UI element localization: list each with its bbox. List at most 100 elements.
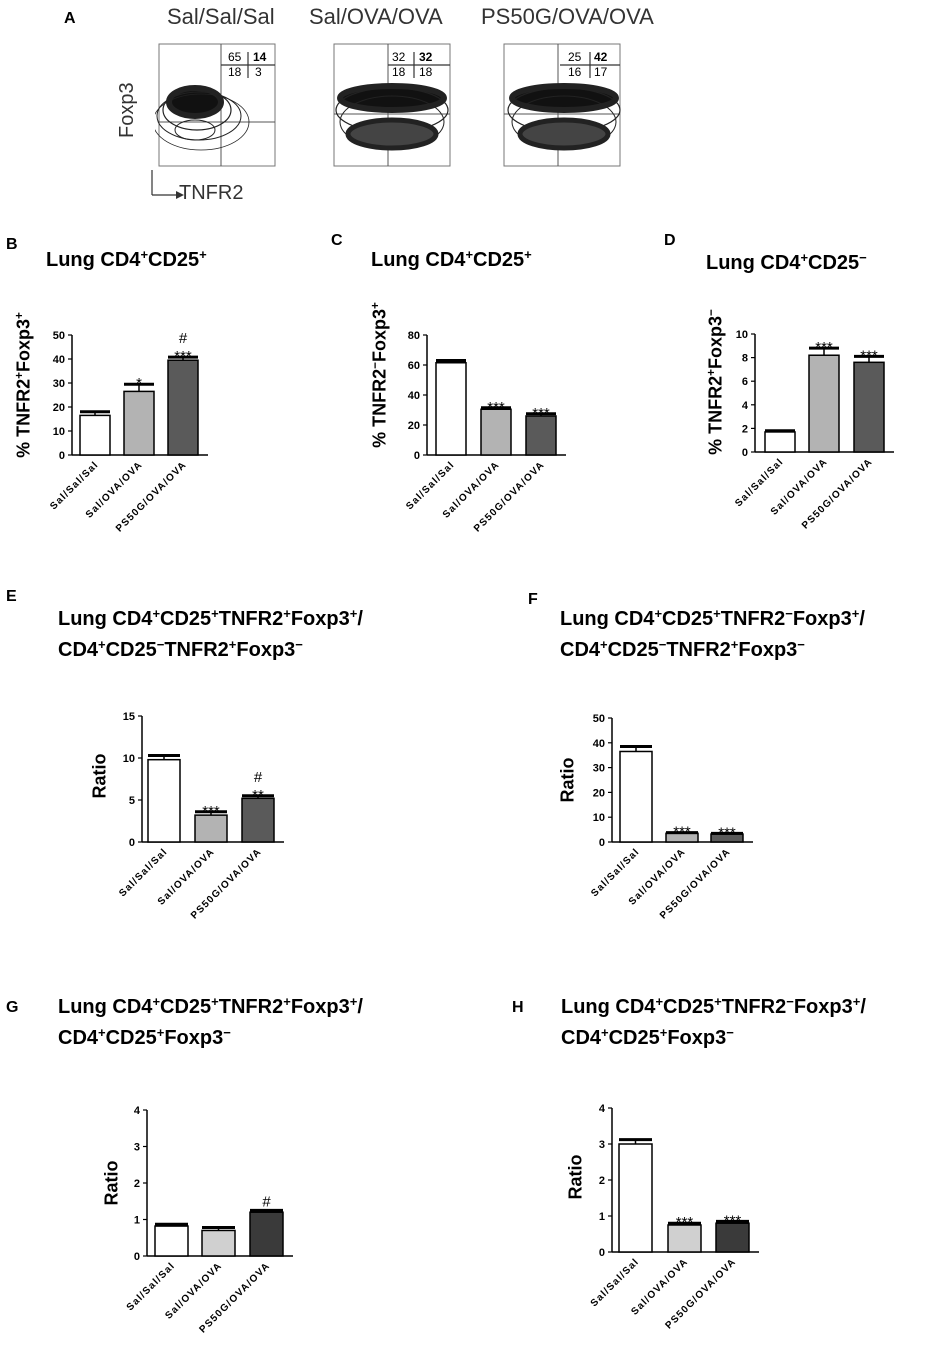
bar-d-1 bbox=[764, 431, 796, 453]
bar-e-1 bbox=[147, 758, 181, 843]
error-bar-e-3 bbox=[242, 794, 274, 799]
bar-e-2 bbox=[194, 814, 228, 843]
category-label-d-3: PS50G/OVA/OVA bbox=[800, 456, 875, 531]
y-tick-label-d-2: 4 bbox=[742, 400, 749, 412]
flow-contour-1 bbox=[155, 85, 250, 151]
chart-title-h-line-1: Lung CD4+CD25+TNFR2−Foxp3+/ bbox=[561, 993, 866, 1018]
category-label-g-1: Sal/Sal/Sal bbox=[125, 1260, 178, 1313]
error-bar-f-2 bbox=[666, 831, 698, 835]
category-label-h-3: PS50G/OVA/OVA bbox=[663, 1256, 738, 1331]
annotation-d-3-1: *** bbox=[860, 347, 878, 364]
error-bar-e-1 bbox=[148, 753, 180, 760]
y-tick-label-b-0: 0 bbox=[59, 450, 65, 462]
y-tick-label-e-3: 15 bbox=[123, 711, 135, 723]
flow-header-1: Sal/Sal/Sal bbox=[167, 4, 275, 29]
y-tick-label-f-4: 40 bbox=[593, 738, 605, 750]
flow-q1-bl: 18 bbox=[228, 65, 242, 79]
bar-b-3 bbox=[167, 359, 199, 456]
bar-c-2 bbox=[480, 408, 512, 456]
flow-q3-br: 17 bbox=[594, 65, 608, 79]
y-tick-label-f-0: 0 bbox=[599, 837, 605, 849]
bar-h-3 bbox=[715, 1222, 750, 1253]
y-tick-label-f-5: 50 bbox=[593, 713, 605, 725]
flow-plot-3: 25 42 16 17 bbox=[503, 43, 621, 167]
flow-q1-br: 3 bbox=[255, 65, 262, 79]
category-label-g-3: PS50G/OVA/OVA bbox=[197, 1260, 272, 1335]
category-label-d-2: Sal/OVA/OVA bbox=[769, 456, 830, 517]
flow-plot-1: 65 14 18 3 bbox=[155, 43, 276, 167]
flow-header-2: Sal/OVA/OVA bbox=[309, 4, 443, 29]
annotation-c-2-1: *** bbox=[487, 399, 505, 416]
flow-y-axis-label: Foxp3 bbox=[116, 82, 138, 138]
category-label-d-1: Sal/Sal/Sal bbox=[733, 456, 786, 509]
error-bar-d-3 bbox=[854, 354, 884, 363]
y-tick-label-b-5: 50 bbox=[53, 330, 65, 342]
y-tick-label-g-2: 2 bbox=[134, 1178, 140, 1190]
panel-label-c: C bbox=[331, 232, 343, 249]
y-tick-label-h-3: 3 bbox=[599, 1139, 605, 1151]
error-bar-c-1 bbox=[436, 359, 466, 363]
y-tick-label-d-5: 10 bbox=[736, 329, 748, 341]
y-tick-label-g-4: 4 bbox=[134, 1105, 141, 1117]
bar-h-2 bbox=[667, 1224, 702, 1253]
panel-label-f: F bbox=[528, 591, 538, 608]
y-axis-label-e: Ratio bbox=[89, 753, 110, 799]
flow-q2-bl: 18 bbox=[392, 65, 406, 79]
error-bar-g-1 bbox=[155, 1222, 188, 1227]
bar-c-1 bbox=[435, 362, 467, 456]
chart-title-g: Lung CD4+CD25+TNFR2+Foxp3+/ CD4+CD25+Foxp… bbox=[58, 992, 363, 1054]
chart-title-f-line-2: CD4+CD25−TNFR2+Foxp3− bbox=[560, 636, 805, 661]
annotation-g-3-1: # bbox=[262, 1193, 271, 1210]
flow-q2-tr: 32 bbox=[419, 50, 433, 64]
annotation-d-2-1: *** bbox=[815, 339, 833, 356]
bar-g-2 bbox=[201, 1229, 236, 1257]
flow-q1-tl: 65 bbox=[228, 50, 242, 64]
y-tick-label-b-1: 10 bbox=[53, 426, 65, 438]
bar-g-1 bbox=[154, 1225, 189, 1257]
panel-label-h: H bbox=[512, 999, 524, 1016]
y-tick-label-g-0: 0 bbox=[134, 1251, 140, 1263]
annotation-b-2-1: * bbox=[136, 375, 142, 392]
y-tick-label-h-2: 2 bbox=[599, 1175, 605, 1187]
panel-label-e: E bbox=[6, 588, 17, 605]
flow-q2-tl: 32 bbox=[392, 50, 406, 64]
chart-title-b: Lung CD4+CD25+ bbox=[46, 246, 207, 271]
category-label-b-2: Sal/OVA/OVA bbox=[84, 459, 145, 520]
bar-f-2 bbox=[665, 832, 699, 843]
error-bar-b-3 bbox=[168, 355, 198, 361]
category-label-e-1: Sal/Sal/Sal bbox=[117, 846, 170, 899]
y-axis-label-f: Ratio bbox=[557, 757, 578, 803]
flow-axis-arrows bbox=[151, 170, 184, 199]
y-tick-label-c-3: 60 bbox=[408, 360, 420, 372]
category-label-b-1: Sal/Sal/Sal bbox=[48, 459, 101, 512]
y-tick-label-f-2: 20 bbox=[593, 787, 605, 799]
y-tick-label-e-0: 0 bbox=[129, 837, 135, 849]
bar-b-1 bbox=[79, 414, 111, 456]
annotation-c-3-1: *** bbox=[532, 405, 550, 422]
chart-title-h: Lung CD4+CD25+TNFR2−Foxp3+/ CD4+CD25+Foxp… bbox=[561, 992, 866, 1054]
error-bar-b-2 bbox=[124, 382, 154, 392]
bar-d-3 bbox=[853, 361, 885, 453]
error-bar-f-1 bbox=[620, 745, 652, 752]
flow-q1-tr: 14 bbox=[253, 50, 267, 64]
error-bar-f-3 bbox=[711, 831, 743, 835]
bar-e-3 bbox=[241, 797, 275, 843]
category-label-e-2: Sal/OVA/OVA bbox=[156, 846, 217, 907]
panel-label-b: B bbox=[6, 236, 18, 253]
y-tick-label-h-0: 0 bbox=[599, 1247, 605, 1259]
error-bar-h-1 bbox=[619, 1138, 652, 1144]
category-label-b-3: PS50G/OVA/OVA bbox=[114, 459, 189, 534]
flow-q3-tr: 42 bbox=[594, 50, 608, 64]
y-tick-label-e-2: 10 bbox=[123, 753, 135, 765]
y-tick-label-c-1: 20 bbox=[408, 420, 420, 432]
category-label-c-2: Sal/OVA/OVA bbox=[441, 459, 502, 520]
chart-title-g-line-1: Lung CD4+CD25+TNFR2+Foxp3+/ bbox=[58, 993, 363, 1018]
bar-f-3 bbox=[710, 833, 744, 843]
bar-g-3 bbox=[249, 1211, 284, 1257]
chart-title-f: Lung CD4+CD25+TNFR2−Foxp3+/ CD4+CD25−TNFR… bbox=[560, 604, 865, 666]
